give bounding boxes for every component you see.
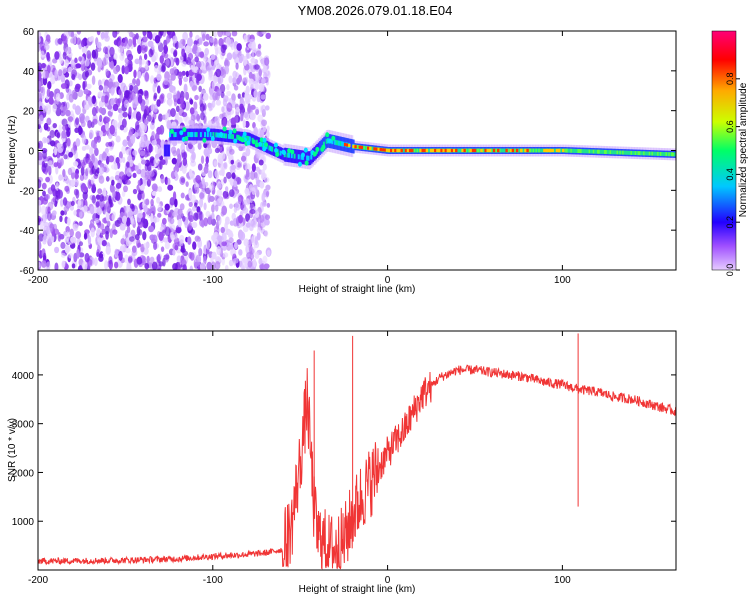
- colorbar-tick-label: 0.2: [725, 216, 735, 229]
- snr-xlabel: Height of straight line (km): [299, 584, 416, 595]
- spectrogram-xlabel: Height of straight line (km): [299, 284, 416, 295]
- x-tick-label: -200: [28, 575, 48, 586]
- snr-series-line: [38, 364, 676, 570]
- colorbar-tick-label: 0.4: [725, 168, 735, 181]
- y-tick-label: -20: [20, 186, 35, 197]
- y-tick-label: 40: [23, 67, 35, 78]
- y-tick-label: 60: [23, 27, 35, 38]
- x-tick-label: -200: [28, 275, 48, 286]
- colorbar-label: Normalized spectral amplitude: [738, 82, 749, 217]
- snr-ylabel: SNR (10 * v/v): [7, 418, 18, 482]
- colorbar-tick-label: 0.6: [725, 120, 735, 133]
- colorbar-tick-label: 0.0: [725, 264, 735, 277]
- y-tick-label: 20: [23, 107, 35, 118]
- snr-frame: [37, 330, 677, 571]
- x-tick-label: 100: [554, 275, 571, 286]
- x-tick-label: -100: [203, 275, 223, 286]
- y-tick-label: 0: [28, 147, 34, 158]
- spectrogram-ylabel: Frequency (Hz): [7, 116, 18, 185]
- colorbar-ticks: 0.0 0.2 0.4 0.6 0.8: [725, 73, 740, 277]
- x-tick-label: 0: [385, 275, 391, 286]
- colorbar: 0.0 0.2 0.4 0.6 0.8 Normalized spectral ampl…: [711, 30, 749, 277]
- y-tick-label: 1000: [12, 517, 35, 528]
- x-tick-label: -100: [203, 575, 223, 586]
- y-tick-label: 2000: [12, 468, 35, 479]
- x-tick-label: 0: [385, 575, 391, 586]
- y-tick-label: 4000: [12, 371, 35, 382]
- snr-panel: -200 -100 0 100 1000 2000 3000 4000 Height of s…: [7, 330, 677, 595]
- y-tick-label: 3000: [12, 420, 35, 431]
- y-tick-label: -60: [20, 266, 35, 277]
- snr-axes: -200 -100 0 100 1000 2000 3000 4000: [12, 331, 676, 586]
- colorbar-gradient: [711, 30, 737, 271]
- x-tick-label: 100: [554, 575, 571, 586]
- spectrogram-heatmap: [38, 31, 676, 270]
- colorbar-tick-label: 0.8: [725, 73, 735, 86]
- y-tick-label: -40: [20, 226, 35, 237]
- figure-title: YM08.2026.079.01.18.E04: [298, 3, 453, 18]
